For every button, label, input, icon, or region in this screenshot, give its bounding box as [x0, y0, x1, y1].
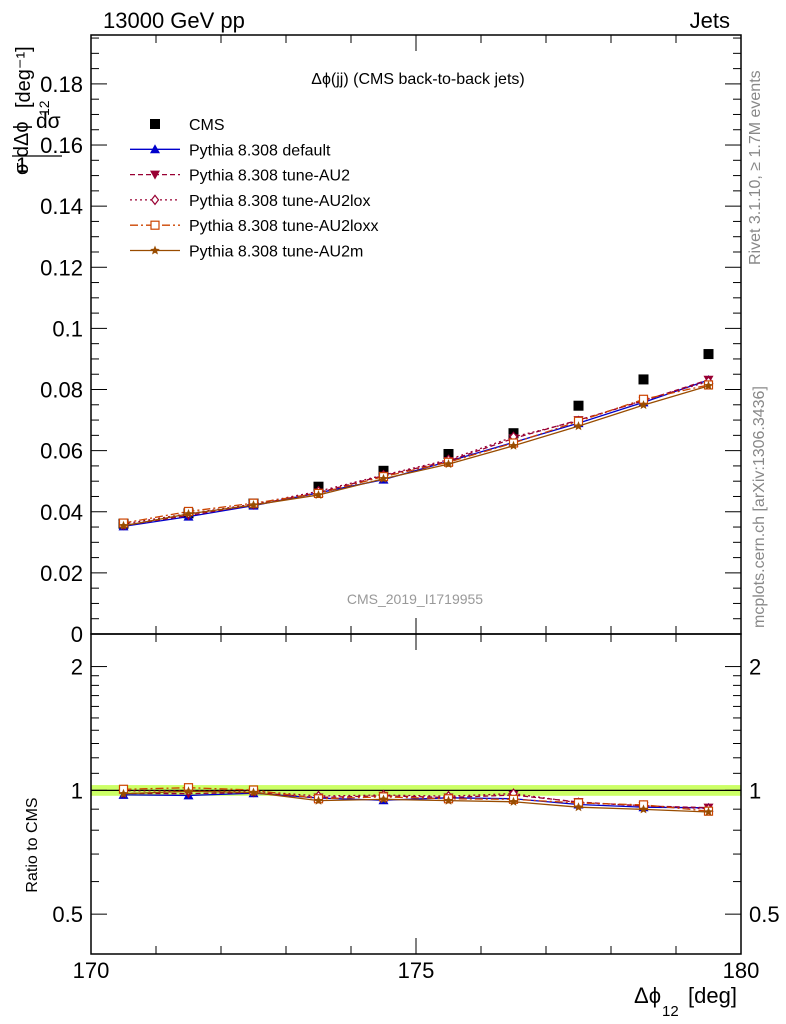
legend-marker	[150, 170, 160, 180]
y-tick-label: 0	[71, 622, 83, 647]
series-line	[123, 384, 709, 524]
ylabel-top: 1 dσ σ dΔϕ 12 [deg⁻¹]	[11, 46, 62, 177]
analysis-label: CMS_2019_I1719955	[347, 591, 483, 607]
data-point	[313, 489, 324, 499]
ratio-line	[123, 787, 709, 812]
y-tick-label: 0.18	[40, 72, 83, 97]
legend-label: Pythia 8.308 tune-AU2lox	[189, 193, 370, 210]
ratio-point	[638, 804, 649, 814]
ratio-tick-label: 0.5	[52, 902, 83, 927]
ratio-point	[443, 795, 454, 805]
ylabel-top-unit: [deg⁻¹]	[13, 46, 35, 108]
x-tick-label: 175	[398, 958, 435, 983]
legend-marker	[150, 119, 160, 129]
ratio-point	[248, 787, 259, 797]
legend: CMS Pythia 8.308 default Pythia 8.308 tune…	[130, 117, 378, 261]
data-point	[638, 374, 649, 385]
ratio-line	[123, 790, 709, 813]
y-tick-label: 0.02	[40, 561, 83, 586]
series-line	[123, 379, 709, 528]
legend-item: Pythia 8.308 tune-AU2	[130, 168, 350, 185]
xlabel: Δϕ 12 [deg]	[634, 983, 737, 1020]
ylabel-top-one: 1	[16, 154, 28, 177]
y-tick-label: 0.08	[40, 378, 83, 403]
data-point	[183, 508, 194, 518]
ylabel-ratio: Ratio to CMS	[24, 797, 41, 892]
data-point	[248, 500, 259, 510]
data-point	[443, 448, 454, 459]
ratio-tick-label-right: 1	[749, 778, 761, 803]
y-tick-label: 0.12	[40, 255, 83, 280]
ylabel-top-denominator: σ dΔϕ	[11, 121, 33, 175]
data-point	[573, 421, 584, 431]
ratio-point	[118, 788, 129, 798]
data-point	[703, 380, 714, 390]
ratio-point	[573, 802, 584, 812]
x-tick-label: 170	[73, 958, 110, 983]
y-tick-label: 0.14	[40, 194, 83, 219]
legend-marker	[150, 194, 160, 206]
y-tick-label: 0.06	[40, 439, 83, 464]
xlabel-delta: Δϕ	[634, 983, 661, 1008]
series-line	[123, 380, 709, 525]
xlabel-unit: [deg]	[688, 983, 737, 1008]
y-tick-label: 0.16	[40, 133, 83, 158]
ratio-point	[183, 786, 194, 796]
axis-ticks: 170 175 180 0 0.02 0.04 0.06 0.08 0.1 0.12 0.14 0.1…	[40, 35, 780, 983]
ylabel-top-sub: 12	[36, 100, 52, 116]
data-point	[443, 459, 454, 469]
mcplots-note: mcplots.cern.ch [arXiv:1306.3436]	[751, 386, 768, 628]
series-line	[123, 385, 709, 527]
data-point	[573, 400, 584, 411]
data-point	[508, 440, 519, 450]
legend-marker	[150, 245, 160, 255]
series-5	[118, 380, 714, 817]
ratio-point	[508, 796, 519, 806]
legend-item: Pythia 8.308 tune-AU2loxx	[130, 218, 378, 235]
legend-marker	[150, 220, 160, 230]
legend-item: CMS	[150, 117, 225, 134]
series-line	[123, 379, 709, 527]
x-tick-label: 180	[723, 958, 760, 983]
legend-label: Pythia 8.308 default	[189, 142, 331, 159]
header-left: 13000 GeV pp	[103, 8, 245, 33]
ratio-tick-label: 1	[71, 778, 83, 803]
legend-label: Pythia 8.308 tune-AU2m	[189, 244, 363, 261]
legend-item: Pythia 8.308 tune-AU2lox	[130, 193, 370, 210]
ratio-tick-label-right: 2	[749, 655, 761, 680]
legend-label: CMS	[189, 117, 225, 134]
ratio-tick-label-right: 0.5	[749, 902, 780, 927]
legend-item: Pythia 8.308 default	[130, 142, 331, 159]
data-point	[378, 473, 389, 483]
legend-marker	[150, 144, 160, 154]
legend-label: Pythia 8.308 tune-AU2	[189, 168, 350, 185]
ylabel-top-dsigma: dσ	[36, 110, 61, 133]
ratio-tick-label: 2	[71, 655, 83, 680]
data-point	[638, 400, 649, 410]
y-tick-label: 0.04	[40, 500, 83, 525]
series-0	[118, 349, 714, 529]
ratio-line	[123, 791, 709, 809]
ratio-line	[123, 792, 709, 809]
header-right: Jets	[690, 8, 730, 33]
ratio-point	[378, 794, 389, 804]
y-tick-label: 0.1	[52, 316, 83, 341]
chart-title: Δϕ(jj) (CMS back-to-back jets)	[311, 71, 524, 88]
ratio-point	[313, 795, 324, 805]
xlabel-sub: 12	[662, 1003, 679, 1020]
ratio-panel-frame	[90, 633, 742, 955]
series-layer	[118, 349, 714, 817]
ratio-point	[703, 806, 714, 817]
data-point	[118, 520, 129, 530]
rivet-note: Rivet 3.1.10, ≥ 1.7M events	[747, 70, 764, 265]
legend-item: Pythia 8.308 tune-AU2m	[130, 244, 363, 261]
legend-label: Pythia 8.308 tune-AU2loxx	[189, 218, 378, 235]
data-point	[703, 349, 714, 360]
